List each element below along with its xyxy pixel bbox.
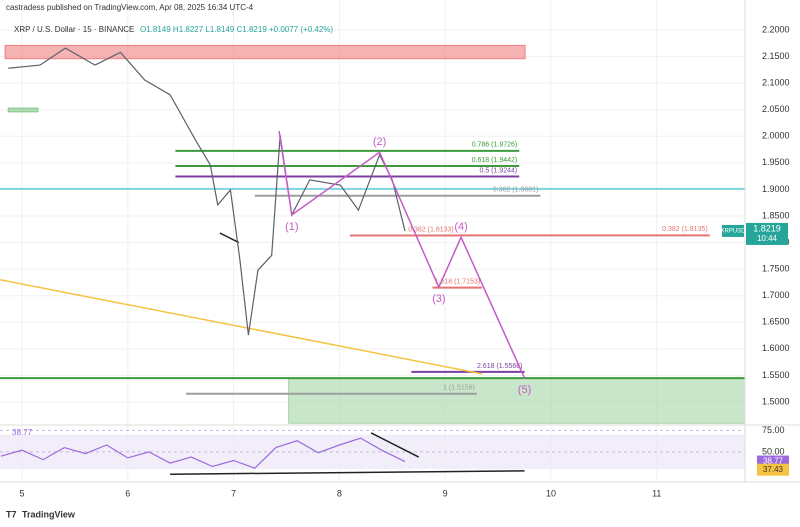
plot-area: 5 6 7 8 9 10 11 1.5000 1.5500 1.6000 1.6500 1.7000 1… — [0, 0, 800, 498]
y-tick-label: 1.7500 — [762, 264, 790, 274]
zone — [288, 377, 746, 424]
level-label: 0.382 (1.8881) — [493, 187, 539, 194]
header: castradess published on TradingView.com,… — [6, 3, 254, 12]
y-tick-label: 50.00 — [762, 446, 785, 456]
y-tick-label: 1.5500 — [762, 370, 790, 380]
y-tick-label: 2.0500 — [762, 104, 790, 114]
wave-label: (5) — [518, 384, 531, 396]
zone — [7, 107, 39, 113]
y-tick-label: 2.1000 — [762, 78, 790, 88]
series-line — [0, 437, 406, 469]
price-tag — [746, 222, 788, 245]
y-tick-label: 1.9000 — [762, 184, 790, 194]
y-tick-label: 1.5000 — [762, 396, 790, 406]
level-label: 0.786 (1.9726) — [472, 142, 518, 149]
level-label: 1 (1.5156) — [443, 385, 475, 392]
zone — [4, 44, 526, 60]
y-tick-label: 2.1500 — [762, 51, 790, 61]
ma-tag — [757, 463, 789, 476]
y-tick-label: 1.6000 — [762, 343, 790, 353]
footer: TradingView — [22, 509, 76, 519]
y-tick-label: 2.0000 — [762, 131, 790, 141]
x-tick-label: 10 — [546, 488, 556, 498]
chart-title: XRP / U.S. Dollar · 15 · BINANCE — [14, 25, 134, 34]
series-name: XRPUSD — [720, 229, 746, 235]
y-tick-label: 1.9500 — [762, 157, 790, 167]
level-label: 0.5 (1.9244) — [479, 167, 517, 174]
series-line — [8, 47, 406, 336]
trendline — [170, 470, 525, 476]
y-tick-label: 1.6500 — [762, 317, 790, 327]
x-tick-label: 7 — [231, 488, 236, 498]
trendline — [219, 232, 240, 244]
level-label: 1.618 (1.7153) — [435, 278, 481, 285]
x-tick-label: 6 — [125, 488, 130, 498]
y-tick-label: 1.7000 — [762, 290, 790, 300]
wave-label: (3) — [432, 293, 445, 305]
x-tick-label: 5 — [19, 488, 24, 498]
x-tick-label: 8 — [337, 488, 342, 498]
trendline — [0, 279, 483, 375]
level-label: 0.382 (1.8135) — [662, 226, 708, 233]
wave-label: (2) — [373, 136, 386, 148]
last-price: 1.8219 — [753, 223, 781, 233]
rsi-value: 38.77 — [12, 428, 33, 437]
ma-tag-label: 37.43 — [763, 465, 784, 474]
wave-line — [278, 130, 526, 379]
y-tick-label: 1.8500 — [762, 210, 790, 220]
y-tick-label: 75.00 — [762, 425, 785, 435]
ohlc: O1.8149 H1.8227 L1.8149 C1.8219 +0.0077 … — [140, 25, 333, 34]
wave-label: (1) — [285, 221, 298, 233]
logo: T7 — [6, 509, 17, 519]
x-tick-label: 9 — [443, 488, 448, 498]
countdown: 10:44 — [757, 234, 778, 243]
rsi-tag-label: 38.77 — [763, 457, 784, 466]
trendline — [370, 432, 420, 458]
level-label: 2.618 (1.5566) — [477, 363, 523, 370]
level-label: 0.382 (1.8133) — [408, 226, 454, 233]
x-tick-label: 11 — [652, 488, 661, 498]
y-tick-label: 2.2000 — [762, 24, 790, 34]
level-label: 0.618 (1.9442) — [472, 157, 518, 164]
wave-label: (4) — [454, 221, 467, 233]
price-tag — [722, 224, 744, 237]
